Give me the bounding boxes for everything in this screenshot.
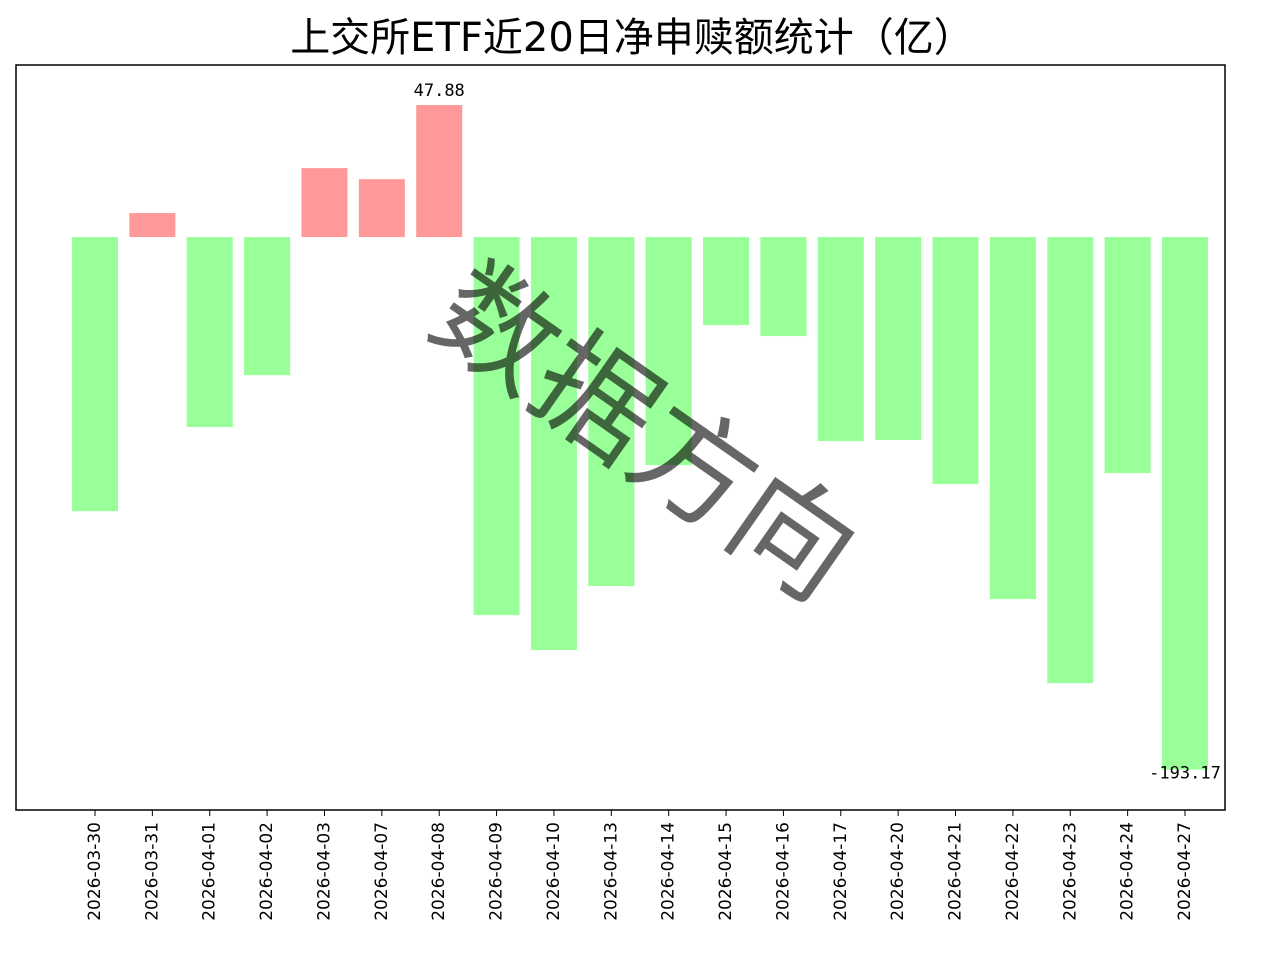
x-tick-label: 2026-04-24 [1118,822,1138,921]
x-tick-label: 2026-04-02 [257,822,277,921]
bar [72,237,118,512]
bar [473,237,520,616]
x-tick-label: 2026-04-21 [946,822,966,921]
data-label: -193.17 [1149,764,1221,784]
bar [186,237,233,428]
x-tick-label: 2026-03-31 [142,822,162,921]
x-tick-label: 2026-04-27 [1175,822,1195,921]
bar [817,237,864,442]
chart-title: 上交所ETF近20日净申赎额统计（亿） [290,15,974,61]
x-tick-label: 2026-04-16 [773,822,793,921]
bar [645,237,692,466]
x-tick-label: 2026-04-10 [544,822,564,921]
bar [416,105,463,238]
x-tick-label: 2026-04-13 [601,822,621,921]
bar [1047,237,1094,684]
bar [989,237,1036,600]
x-tick-label: 2026-04-15 [716,822,736,921]
bar [1104,237,1151,474]
bar [1162,237,1208,770]
x-tick-label: 2026-04-17 [831,822,851,921]
data-label: 47.88 [414,81,465,101]
bar [129,213,176,238]
x-tick-label: 2026-04-03 [314,822,334,921]
x-tick-label: 2026-04-08 [429,822,449,921]
plot-frame [15,64,1226,811]
bar [530,237,577,651]
x-tick-label: 2026-04-09 [487,822,507,921]
x-tick-label: 2026-04-14 [659,822,679,921]
x-tick-label: 2026-04-07 [372,822,392,921]
bar [760,237,807,337]
x-tick-label: 2026-04-20 [888,822,908,921]
bar [588,237,635,587]
bar [301,168,348,238]
x-tick-label: 2026-04-01 [200,822,220,921]
bar [358,179,405,238]
x-tick-label: 2026-04-22 [1003,822,1023,921]
bar [932,237,979,485]
x-tick-label: 2026-03-30 [85,822,105,921]
bar [875,237,922,440]
bar [244,237,291,376]
bar [703,237,750,326]
x-tick-label: 2026-04-23 [1060,822,1080,921]
